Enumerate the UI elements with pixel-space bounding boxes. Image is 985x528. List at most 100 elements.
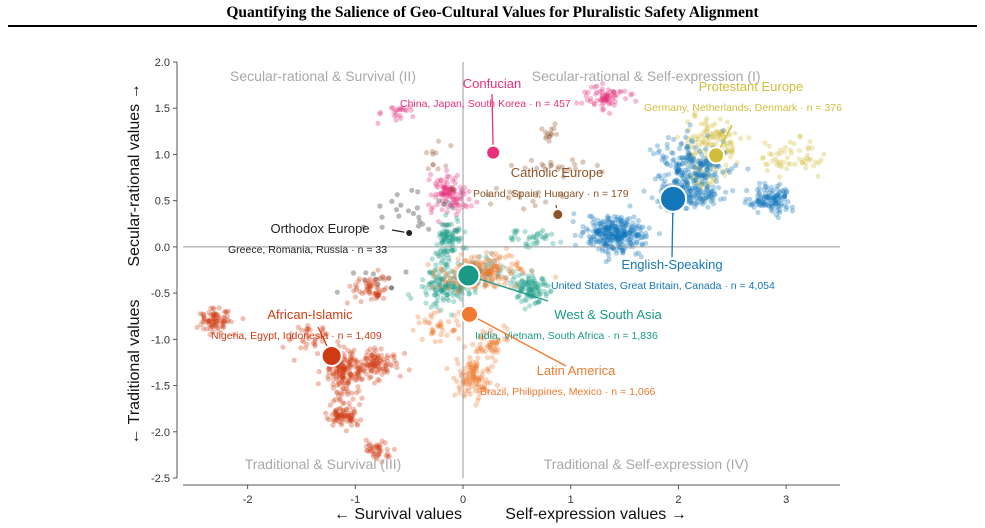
sample-point [523, 279, 529, 285]
sample-point [678, 167, 685, 173]
sample-point [540, 227, 546, 233]
sample-point [341, 363, 348, 369]
sample-point [349, 416, 355, 422]
sample-point [365, 284, 371, 290]
sample-point [225, 317, 231, 323]
sample-point [609, 219, 615, 225]
sample-point [357, 366, 363, 372]
sample-point [337, 415, 343, 421]
sample-point [423, 289, 429, 295]
sample-point [286, 337, 292, 343]
centroid-protestant-europe [707, 146, 726, 165]
sample-point [796, 148, 803, 154]
sample-point [612, 99, 618, 105]
sample-point [446, 186, 452, 192]
sample-point [792, 161, 798, 167]
x-tick-label: -2 [243, 494, 253, 506]
sample-point [712, 121, 718, 127]
sample-point [456, 287, 462, 293]
sample-point [334, 369, 340, 375]
sample-point [457, 386, 463, 392]
sample-point [327, 402, 333, 408]
sample-point [773, 156, 779, 162]
sample-point [399, 105, 405, 111]
sample-point [519, 298, 525, 304]
sample-point [374, 293, 380, 299]
sample-point [380, 273, 386, 279]
sample-point [456, 238, 462, 244]
sample-point [449, 230, 455, 236]
sample-point [210, 311, 216, 317]
sample-point [366, 442, 372, 448]
sample-point [727, 154, 734, 160]
sample-point [514, 262, 520, 268]
sample-point [210, 313, 216, 319]
sample-point [334, 367, 340, 373]
sample-point [609, 238, 615, 244]
sample-point [688, 158, 694, 164]
sample-point [451, 279, 457, 285]
sample-point [429, 148, 435, 155]
sample-point [439, 230, 445, 236]
sample-point [518, 286, 525, 292]
sample-point [772, 196, 778, 203]
sample-point [699, 179, 705, 185]
sample-point [443, 262, 449, 268]
sample-point [339, 412, 345, 418]
sample-point [588, 237, 594, 243]
sample-point [691, 180, 697, 186]
sample-point [452, 274, 458, 280]
sample-point [805, 144, 811, 150]
sample-point [444, 292, 450, 298]
sample-point [692, 170, 698, 176]
sample-point [457, 389, 463, 396]
sample-point [437, 249, 443, 255]
sample-point [678, 140, 685, 146]
sample-point [451, 312, 458, 319]
sample-point [206, 318, 212, 324]
sample-point [684, 205, 690, 211]
sample-point [647, 147, 653, 153]
sample-point [443, 233, 449, 239]
sample-point [702, 141, 708, 147]
sample-point [596, 221, 602, 227]
sample-point [774, 186, 780, 192]
sample-point [705, 123, 711, 129]
sample-point [632, 227, 638, 233]
sample-point [772, 200, 778, 206]
sample-point [685, 150, 691, 156]
sample-point [604, 94, 610, 100]
sample-point [369, 352, 375, 358]
sample-point [436, 323, 443, 329]
sample-point [808, 156, 814, 162]
sample-point [542, 280, 548, 286]
sample-point [680, 157, 687, 163]
sample-point [711, 177, 718, 183]
sample-point [492, 358, 498, 364]
sample-point [454, 378, 460, 384]
sample-point [675, 166, 682, 172]
sample-point [323, 410, 329, 416]
sample-point [685, 136, 691, 142]
sample-point [356, 276, 363, 282]
sample-point [626, 233, 632, 239]
sample-point [520, 271, 526, 277]
sample-point [803, 161, 809, 167]
sample-point [682, 180, 689, 186]
sample-point [688, 188, 694, 194]
sample-point [402, 107, 408, 113]
sample-point [376, 447, 383, 453]
sample-point [440, 289, 446, 295]
sample-point [455, 361, 461, 367]
sample-point [443, 229, 449, 235]
sample-point [466, 385, 472, 391]
sample-point [387, 361, 393, 367]
sample-point [450, 178, 456, 184]
sample-point [594, 229, 600, 235]
sample-point [203, 319, 209, 325]
sample-point [703, 182, 709, 188]
sample-point [503, 277, 509, 283]
sample-point [608, 223, 615, 229]
sample-point [501, 336, 507, 342]
sample-point [201, 315, 207, 321]
